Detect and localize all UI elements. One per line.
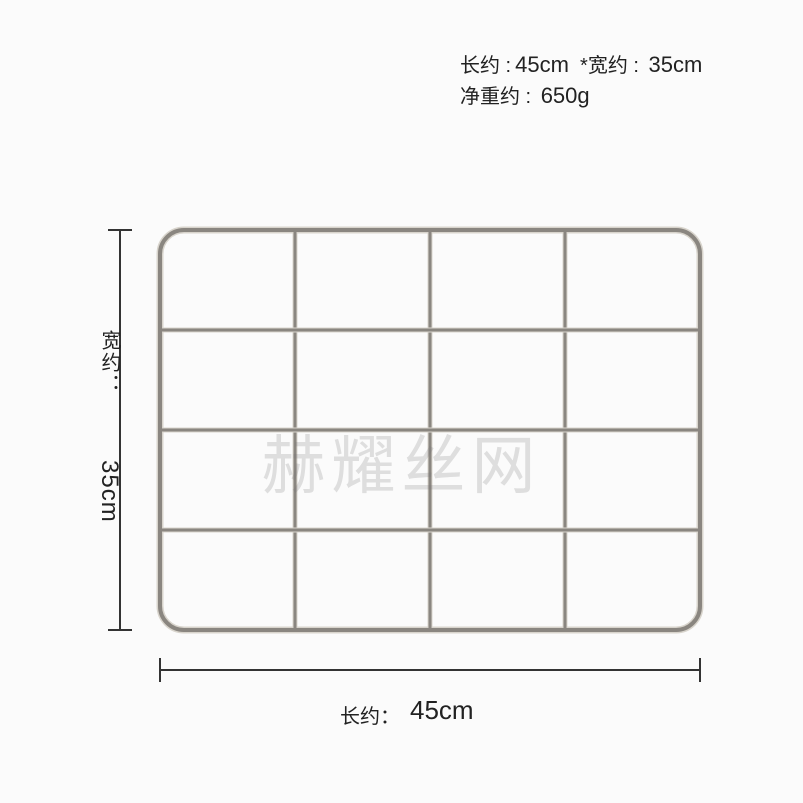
weight-label: 净重约 : <box>460 86 531 108</box>
bottom-dim-label: 长约： <box>340 700 400 729</box>
product-diagram <box>100 210 740 710</box>
spec-separator: * <box>580 55 588 77</box>
width-value: 35cm <box>649 52 703 77</box>
bottom-dim-value: 45cm <box>410 695 474 726</box>
length-value: 45cm <box>515 52 569 77</box>
length-label: 长约 : <box>460 55 511 77</box>
weight-value: 650g <box>541 83 590 108</box>
side-dim-value: 35cm <box>95 460 123 523</box>
spec-block: 长约 :45cm *宽约 : 35cm 净重约 : 650g <box>460 50 702 112</box>
side-dim-label: 宽约： <box>95 330 124 396</box>
spec-line-2: 净重约 : 650g <box>460 81 702 112</box>
spec-line-1: 长约 :45cm *宽约 : 35cm <box>460 50 702 81</box>
wire-grid-svg <box>100 210 740 710</box>
width-label: 宽约 : <box>588 55 639 77</box>
